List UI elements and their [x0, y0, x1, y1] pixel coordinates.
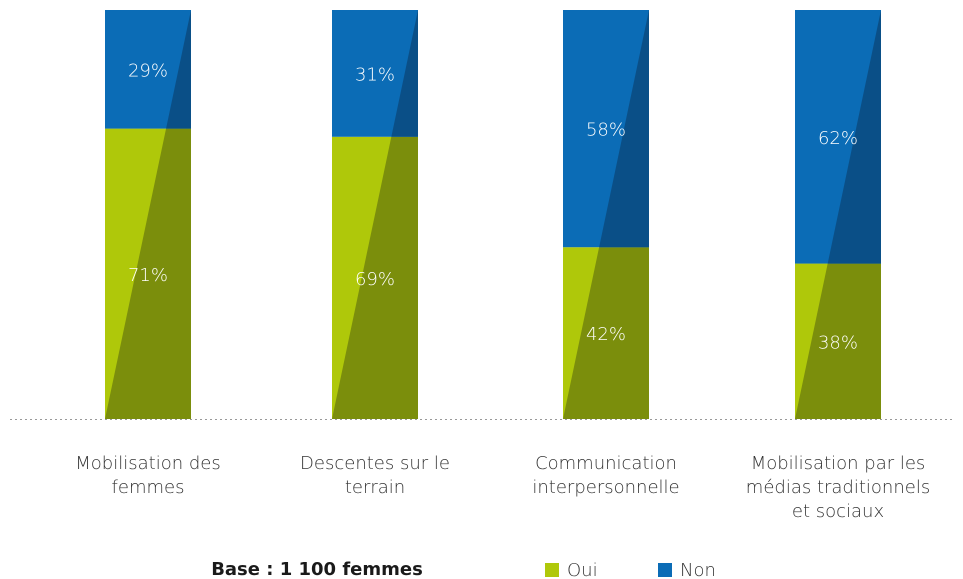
data-label: 58% — [586, 120, 626, 141]
x-tick-label: Communication interpersonnelle — [532, 453, 680, 498]
data-label: 42% — [586, 324, 626, 345]
data-label: 71% — [128, 265, 168, 286]
bar-shade — [599, 10, 649, 248]
legend-label: Non — [680, 560, 716, 579]
x-tick-label: Mobilisation des femmes — [75, 453, 221, 498]
bar-shade — [332, 136, 418, 420]
bar-shade — [166, 10, 191, 129]
legend-label: Oui — [567, 560, 598, 579]
data-label: 29% — [128, 60, 168, 81]
bar-shade — [795, 263, 881, 419]
x-tick-label: Mobilisation par les médias traditionnel… — [745, 453, 931, 522]
note: Base : 1 100 femmes — [211, 559, 423, 579]
data-label: 62% — [818, 128, 858, 149]
legend-swatch — [658, 563, 672, 577]
data-label: 69% — [355, 269, 395, 290]
bar-shade — [391, 10, 418, 137]
data-label: 31% — [355, 64, 395, 85]
bar-shade — [827, 10, 881, 264]
bar-shade — [563, 247, 649, 419]
bar-shade — [105, 128, 191, 420]
data-label: 38% — [818, 332, 858, 353]
x-tick-label: Descentes sur le terrain — [300, 453, 450, 498]
legend-swatch — [545, 563, 559, 577]
